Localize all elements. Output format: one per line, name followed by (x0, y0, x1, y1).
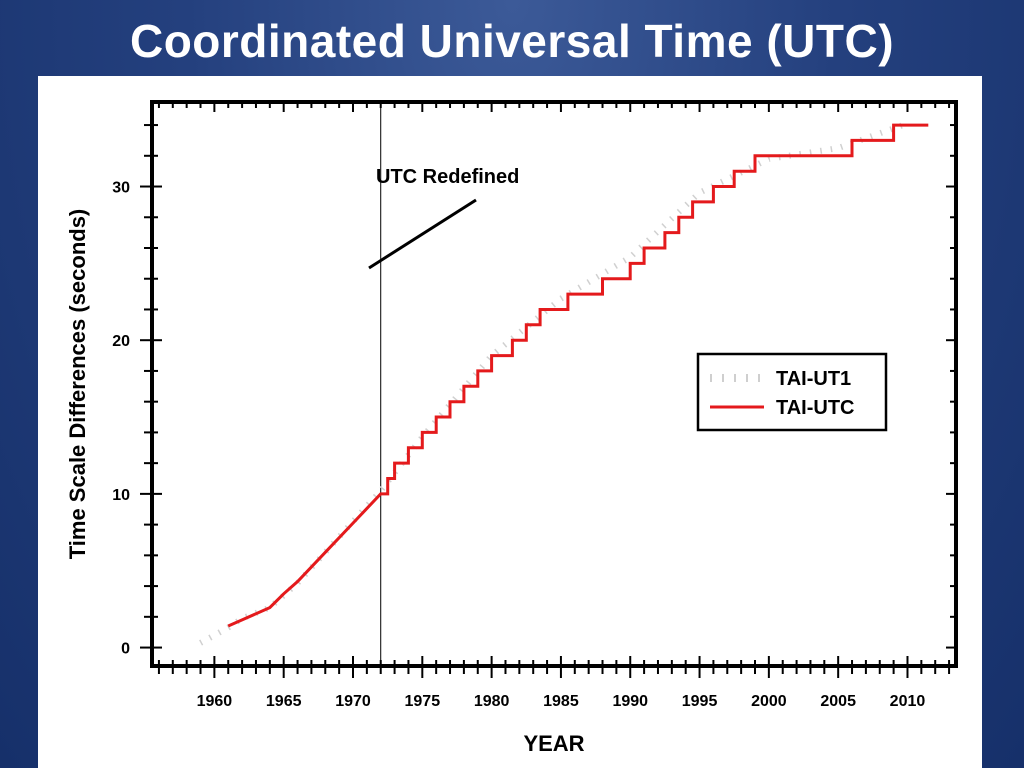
annotation-text: UTC Redefined (376, 166, 519, 188)
y-tick-label: 30 (112, 180, 130, 197)
series-layer (199, 120, 929, 646)
chart-svg: 1960 1965 1970 1975 1980 1985 1990 1995 2000 2005… (65, 100, 958, 756)
series-line-tai-utc (227, 123, 929, 628)
y-tick-label: 10 (112, 487, 130, 504)
x-tick-label: 1990 (612, 693, 648, 710)
slide-title: Coordinated Universal Time (UTC) (129, 15, 895, 67)
annotation-pointer-line (368, 198, 477, 270)
legend-label-tai-utc: TAI-UTC (776, 397, 855, 419)
x-tick-label: 1960 (197, 693, 233, 710)
x-tick-label: 2005 (820, 693, 856, 710)
y-tick-label: 20 (112, 333, 130, 350)
x-tick-label: 2000 (751, 693, 787, 710)
x-tick-label: 1965 (266, 693, 302, 710)
legend: TAI-UT1 TAI-UTC (696, 352, 888, 432)
plot-frame (150, 100, 958, 668)
x-tick-label: 1975 (405, 693, 441, 710)
x-tick-label: 1985 (543, 693, 579, 710)
legend-label-tai-ut1: TAI-UT1 (776, 368, 851, 390)
legend-box (696, 352, 888, 432)
y-axis-title: Time Scale Differences (seconds) (65, 209, 90, 560)
x-axis-title: YEAR (523, 731, 584, 756)
chart-panel: 1960 1965 1970 1975 1980 1985 1990 1995 2000 2005… (38, 76, 982, 768)
x-tick-label: 1995 (682, 693, 718, 710)
x-tick-label: 1970 (335, 693, 371, 710)
x-tick-label: 1980 (474, 693, 510, 710)
y-tick-label: 0 (121, 641, 130, 658)
x-tick-label: 2010 (890, 693, 926, 710)
axis-ticks: 1960 1965 1970 1975 1980 1985 1990 1995 2000 2005… (112, 102, 956, 710)
